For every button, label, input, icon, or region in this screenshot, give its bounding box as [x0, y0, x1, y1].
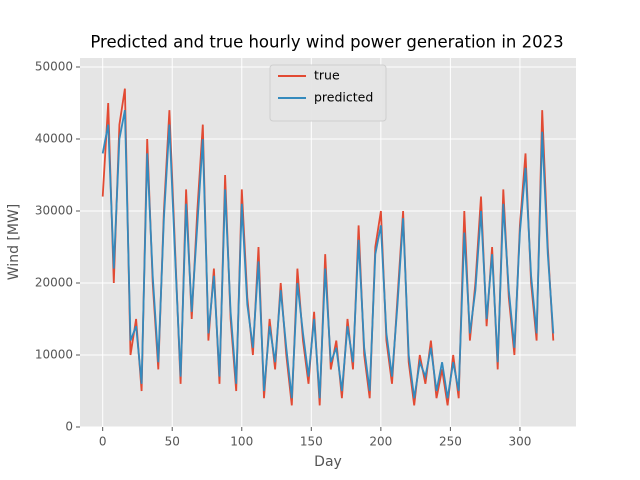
chart-title: Predicted and true hourly wind power gen…	[90, 33, 563, 52]
y-tick-label: 0	[65, 420, 73, 434]
y-tick-label: 40000	[35, 132, 73, 146]
x-tick-label: 200	[369, 435, 392, 449]
x-tick-label: 100	[230, 435, 253, 449]
legend-label: true	[314, 68, 340, 83]
y-tick-label: 30000	[35, 204, 73, 218]
y-axis-label: Wind [MW]	[6, 204, 22, 280]
legend-label: predicted	[314, 90, 373, 105]
legend-box	[269, 64, 387, 122]
x-axis-label: Day	[314, 454, 342, 470]
x-tick-label: 50	[165, 435, 180, 449]
y-tick-label: 20000	[35, 276, 73, 290]
y-tick-label: 10000	[35, 348, 73, 362]
x-tick-label: 300	[508, 435, 531, 449]
x-tick-label: 0	[99, 435, 107, 449]
x-tick-label: 150	[300, 435, 323, 449]
x-tick-label: 250	[439, 435, 462, 449]
y-tick-label: 50000	[35, 60, 73, 74]
line-series	[101, 110, 555, 399]
